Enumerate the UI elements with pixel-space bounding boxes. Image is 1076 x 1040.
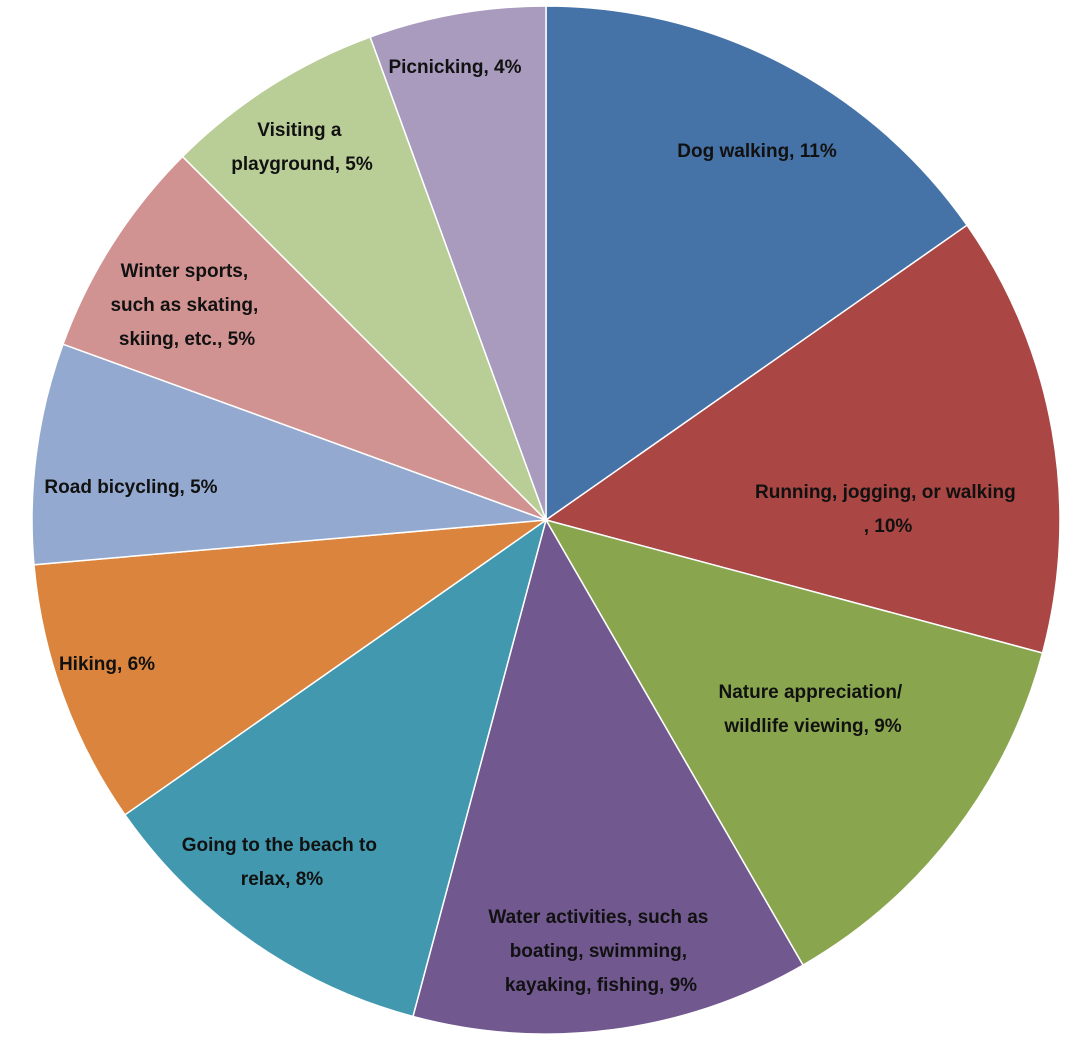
data-label-line: Road bicycling, 5% — [44, 477, 217, 498]
data-label-line: Going to the beach to — [182, 835, 383, 856]
data-label: Hiking, 6% — [59, 654, 155, 675]
data-label: Dog walking, 11% — [677, 141, 837, 162]
pie-slice — [545, 5, 969, 522]
data-label-line: Water activities, such as — [488, 907, 713, 928]
pie-slice — [31, 343, 547, 566]
data-label-line: relax, 8% — [241, 869, 323, 890]
data-label-line: playground, 5% — [231, 154, 373, 175]
data-label-line: Nature appreciation/ — [719, 682, 908, 703]
data-label-line: boating, swimming, — [510, 941, 693, 962]
pie-slice — [544, 518, 1044, 967]
data-label: Nature appreciation/ wildlife viewing, 9… — [719, 682, 908, 737]
pie-slice — [62, 155, 547, 521]
pie-slice — [33, 519, 549, 816]
data-label-line: skiing, etc., 5% — [119, 329, 255, 350]
data-label-line: kayaking, fishing, 9% — [505, 975, 697, 996]
data-label: Picnicking, 4% — [388, 57, 521, 78]
pie-slice — [369, 5, 547, 521]
data-label-line: Visiting a — [257, 120, 346, 141]
data-label: Running, jogging, or walking , 10% — [755, 482, 1021, 537]
data-label: Winter sports, such as skating, skiing, … — [110, 261, 263, 350]
data-label-line: Winter sports, — [121, 261, 254, 282]
pie-slice — [181, 36, 547, 521]
data-label-line: Hiking, 6% — [59, 654, 155, 675]
data-label: Road bicycling, 5% — [44, 477, 217, 498]
data-label-line: such as skating, — [110, 295, 263, 316]
pie-slice — [123, 518, 548, 1018]
data-label-line: wildlife viewing, 9% — [723, 716, 901, 737]
pie-slice — [412, 518, 805, 1035]
data-label: Visiting a playground, 5% — [231, 120, 373, 175]
data-label-line: Dog walking, 11% — [677, 141, 837, 162]
data-label-line: , 10% — [864, 516, 913, 537]
data-label: Going to the beach to relax, 8% — [182, 835, 383, 890]
pie-slice — [544, 224, 1061, 654]
data-label-line: Picnicking, 4% — [388, 57, 521, 78]
data-label: Water activities, such as boating, swimm… — [488, 907, 713, 996]
data-label-line: Running, jogging, or walking — [755, 482, 1021, 503]
